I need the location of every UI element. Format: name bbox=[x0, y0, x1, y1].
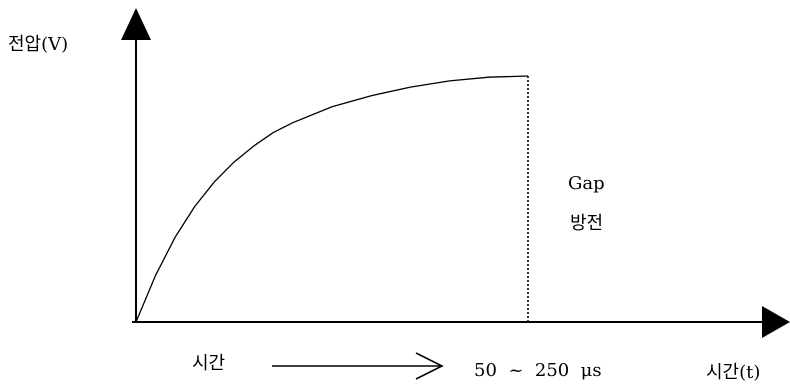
x-axis-arrowhead bbox=[762, 306, 790, 338]
time-arrow-head bbox=[415, 352, 444, 380]
gap-annotation-line1: Gap bbox=[568, 173, 605, 194]
time-annotation-word: 시간 bbox=[192, 353, 225, 374]
voltage-curve bbox=[135, 75, 529, 323]
y-axis-arrowhead bbox=[121, 8, 151, 40]
x-axis-label: 시간(t) bbox=[706, 362, 760, 383]
y-axis-label: 전압(V) bbox=[8, 34, 68, 55]
gap-annotation-line2: 방전 bbox=[570, 213, 603, 234]
duration-annotation: 50 ~ 250 μs bbox=[474, 360, 602, 381]
